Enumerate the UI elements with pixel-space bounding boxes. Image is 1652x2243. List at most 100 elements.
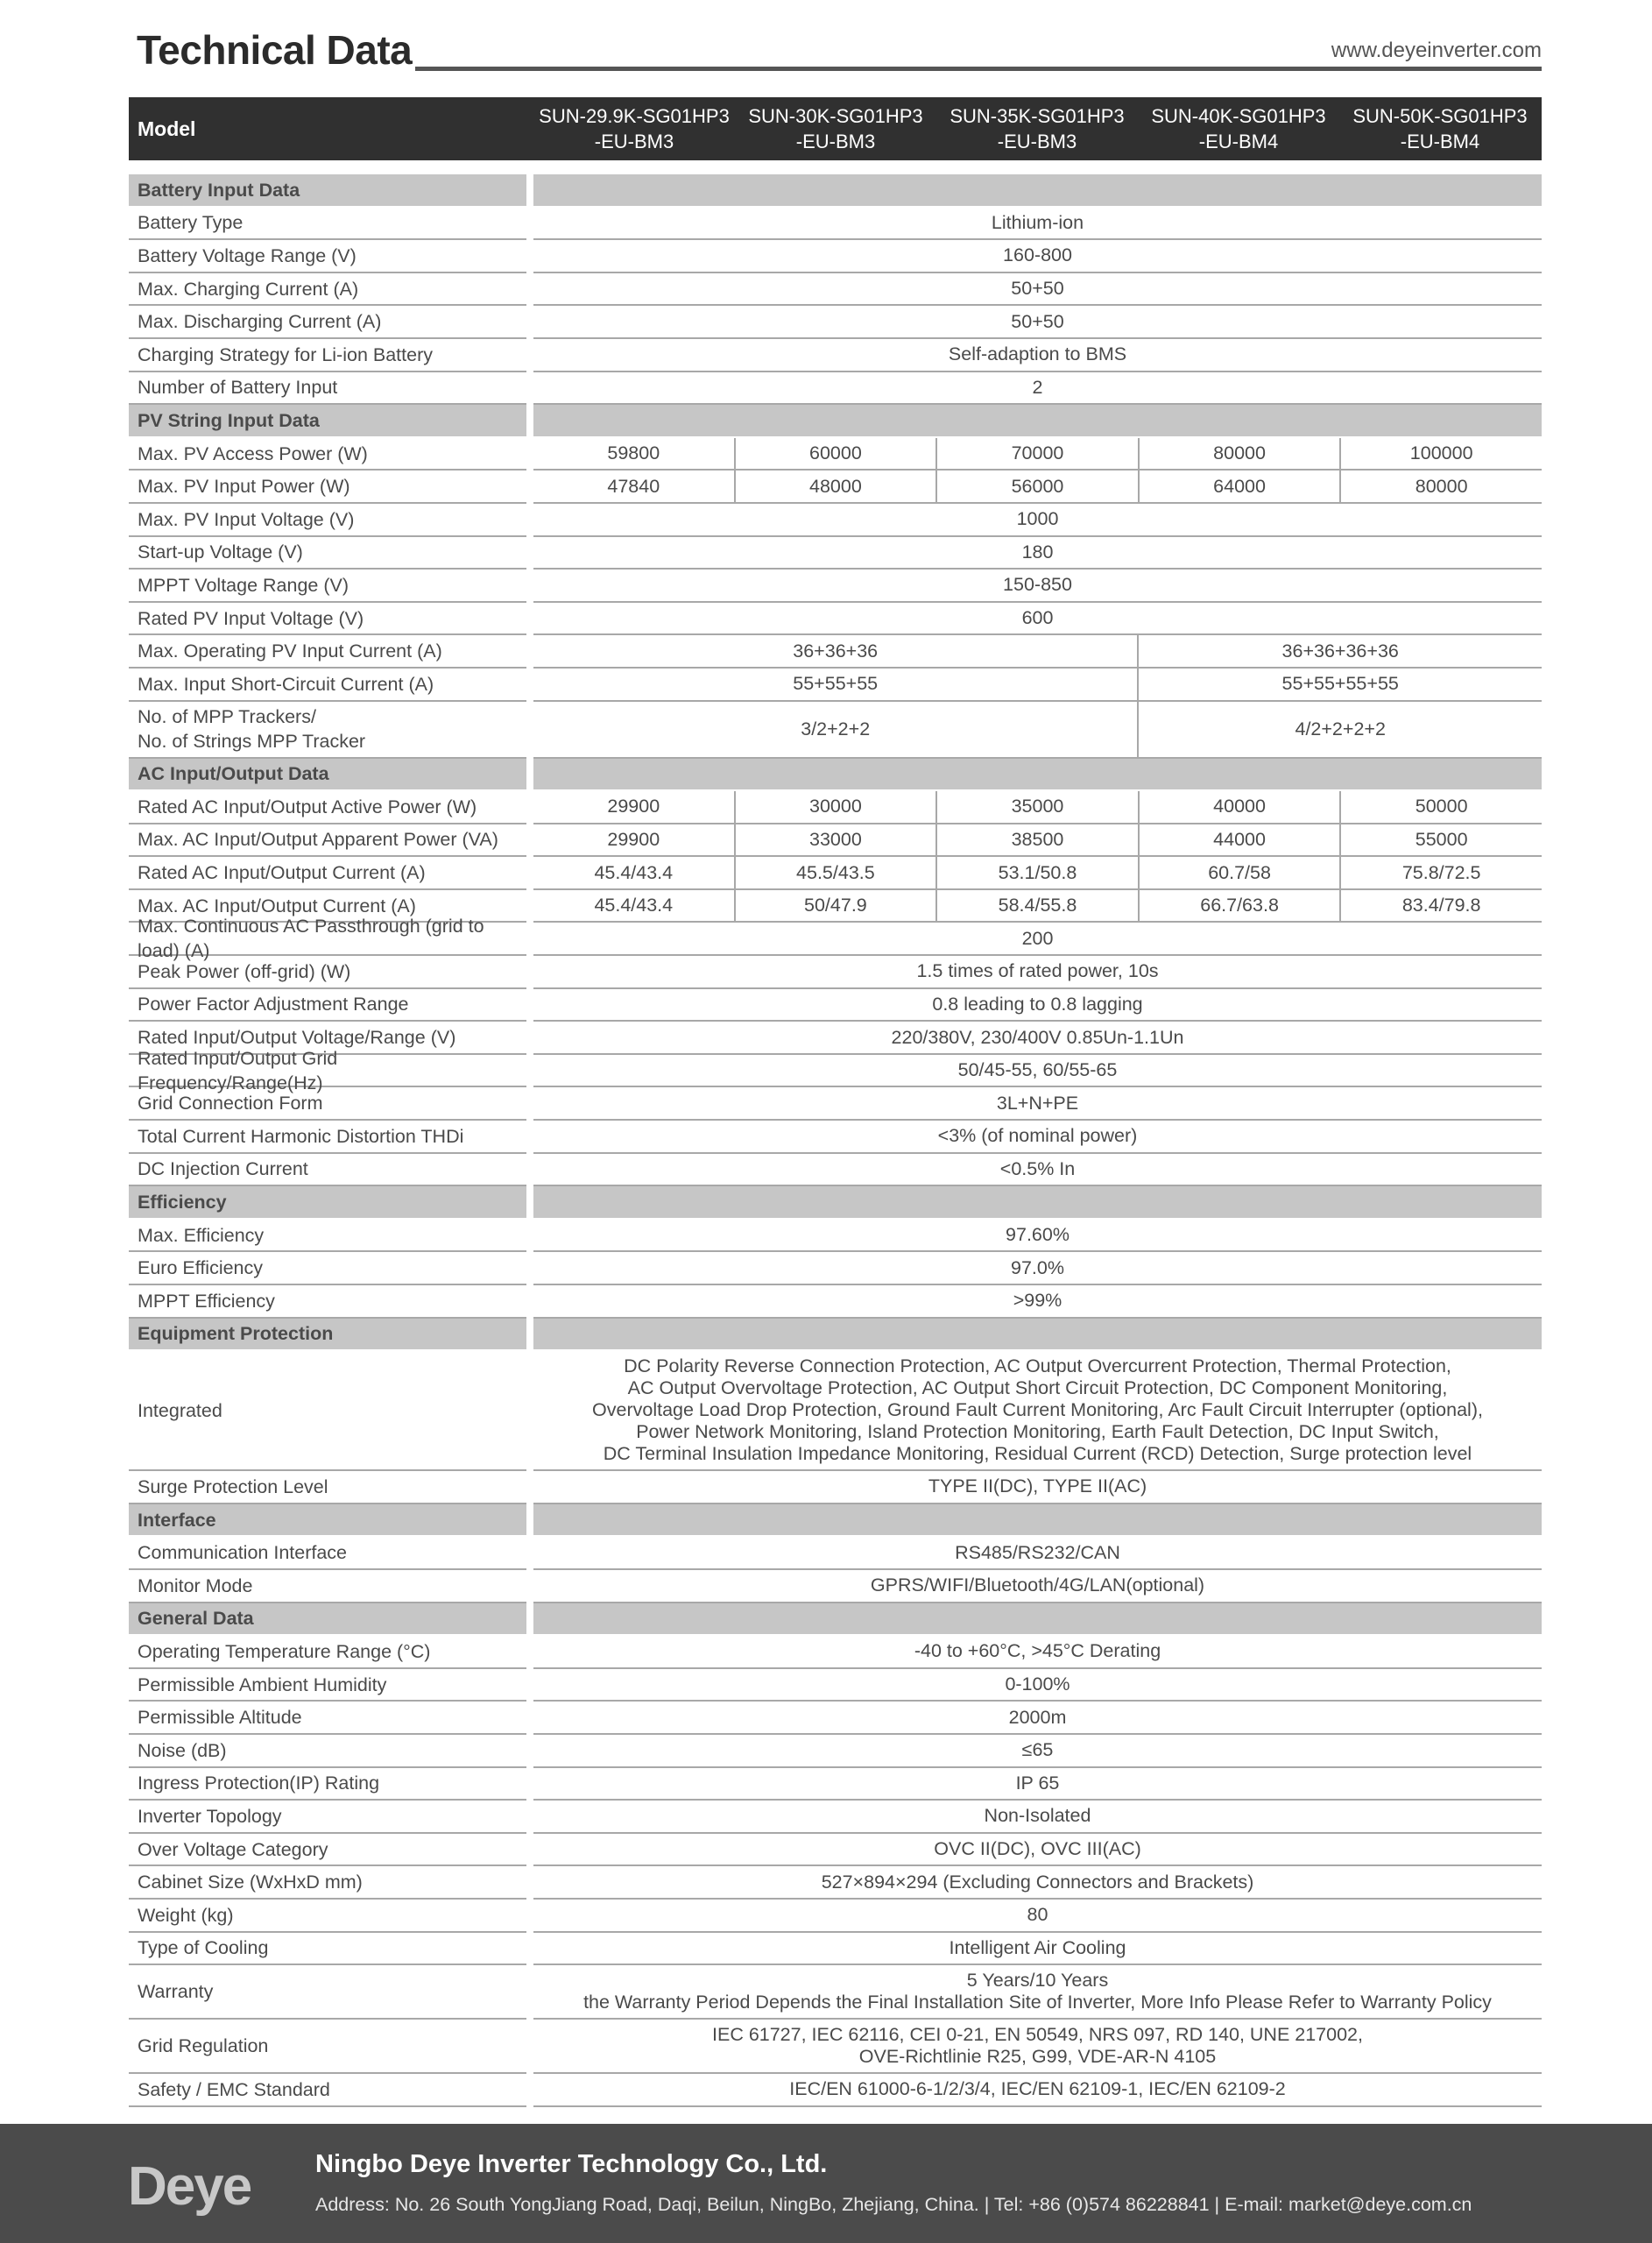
footer: Deye Ningbo Deye Inverter Technology Co.… bbox=[0, 2124, 1652, 2243]
deye-logo: Deye bbox=[128, 2156, 252, 2217]
spec-values: 97.0% bbox=[533, 1252, 1542, 1285]
column-gap bbox=[526, 1900, 533, 1933]
spec-value: 4/2+2+2+2 bbox=[1137, 701, 1542, 759]
column-gap bbox=[526, 1351, 533, 1471]
column-gap bbox=[526, 1866, 533, 1900]
website-link[interactable]: www.deyeinverter.com bbox=[1331, 39, 1542, 62]
spec-label: Max. Efficiency bbox=[129, 1220, 526, 1253]
column-gap bbox=[526, 339, 533, 372]
column-gap bbox=[526, 1669, 533, 1702]
spec-values: TYPE II(DC), TYPE II(AC) bbox=[533, 1471, 1542, 1504]
column-gap bbox=[526, 504, 533, 537]
column-gap bbox=[526, 1834, 533, 1867]
spec-value: 75.8/72.5 bbox=[1339, 857, 1542, 890]
spec-value: 97.0% bbox=[533, 1252, 1542, 1285]
spec-value: 3L+N+PE bbox=[533, 1087, 1542, 1122]
spec-value: 64000 bbox=[1137, 471, 1340, 504]
spec-row: Communication Interface RS485/RS232/CAN bbox=[129, 1537, 1542, 1570]
spec-value: 36+36+36 bbox=[533, 635, 1138, 669]
spec-value: 44000 bbox=[1137, 824, 1340, 858]
spec-label: Permissible Ambient Humidity bbox=[129, 1669, 526, 1702]
spec-value: >99% bbox=[533, 1285, 1542, 1319]
section-title: General Data bbox=[129, 1603, 526, 1637]
spec-label: DC Injection Current bbox=[129, 1154, 526, 1187]
spec-value: IP 65 bbox=[533, 1768, 1542, 1801]
spec-value: 2000m bbox=[533, 1702, 1542, 1735]
spec-value: 30000 bbox=[733, 791, 936, 824]
spec-label: Cabinet Size (WxHxD mm) bbox=[129, 1866, 526, 1900]
spec-value: 70000 bbox=[935, 437, 1138, 471]
spec-label: Rated AC Input/Output Current (A) bbox=[129, 857, 526, 890]
model-name: SUN-30K-SG01HP3 -EU-BM3 bbox=[748, 105, 923, 152]
spec-value: 55+55+55 bbox=[533, 669, 1138, 702]
section-header-row: Battery Input Data bbox=[129, 174, 1542, 208]
spec-value: 180 bbox=[533, 537, 1542, 570]
model-label: Model bbox=[138, 117, 196, 140]
spec-values: Intelligent Air Cooling bbox=[533, 1933, 1542, 1966]
spec-value: 45.4/43.4 bbox=[533, 890, 734, 923]
spec-value: 33000 bbox=[733, 824, 936, 858]
section-fill bbox=[533, 1603, 1542, 1637]
spec-label: Start-up Voltage (V) bbox=[129, 537, 526, 570]
spec-row: MPPT Efficiency >99% bbox=[129, 1285, 1542, 1319]
column-gap bbox=[526, 1933, 533, 1966]
column-gap bbox=[526, 956, 533, 989]
column-gap bbox=[526, 1570, 533, 1603]
company-address: Address: No. 26 South YongJiang Road, Da… bbox=[315, 2194, 1472, 2215]
column-gap bbox=[526, 1603, 533, 1637]
spec-label: Noise (dB) bbox=[129, 1735, 526, 1768]
model-name: SUN-40K-SG01HP3 -EU-BM4 bbox=[1151, 105, 1326, 152]
spec-value: 1000 bbox=[533, 504, 1542, 537]
model-name: SUN-29.9K-SG01HP3 -EU-BM3 bbox=[539, 105, 730, 152]
spec-value: 2 bbox=[533, 372, 1542, 406]
spec-value: 55000 bbox=[1339, 824, 1542, 858]
model-header-row: Model SUN-29.9K-SG01HP3 -EU-BM3 SUN-30K-… bbox=[129, 97, 1542, 160]
spec-values: 200 bbox=[533, 923, 1542, 957]
column-gap bbox=[526, 1636, 533, 1669]
spec-value: 36+36+36+36 bbox=[1137, 635, 1542, 669]
spec-value: 45.4/43.4 bbox=[533, 857, 734, 890]
spec-values: 5 Years/10 Years the Warranty Period Dep… bbox=[533, 1965, 1542, 2020]
spec-value: 160-800 bbox=[533, 240, 1542, 273]
spec-value: 55+55+55+55 bbox=[1137, 668, 1542, 702]
spec-values: 150-850 bbox=[533, 570, 1542, 603]
column-gap bbox=[526, 1055, 533, 1088]
spec-value: <3% (of nominal power) bbox=[533, 1121, 1542, 1154]
spec-row: Max. Charging Current (A) 50+50 bbox=[129, 273, 1542, 307]
spec-value: 38500 bbox=[935, 824, 1138, 858]
spec-values: 527×894×294 (Excluding Connectors and Br… bbox=[533, 1866, 1542, 1900]
section-header-row: Interface bbox=[129, 1504, 1542, 1538]
spec-value: <0.5% In bbox=[533, 1154, 1542, 1187]
column-gap bbox=[526, 1154, 533, 1187]
spec-value: 80 bbox=[533, 1900, 1542, 1933]
column-gap bbox=[526, 635, 533, 669]
spec-label: Monitor Mode bbox=[129, 1570, 526, 1603]
spec-label: No. of MPP Trackers/ No. of Strings MPP … bbox=[129, 702, 526, 759]
spec-label: Over Voltage Category bbox=[129, 1834, 526, 1867]
spec-label: MPPT Efficiency bbox=[129, 1285, 526, 1319]
column-gap bbox=[526, 273, 533, 307]
spec-value: -40 to +60°C, >45°C Derating bbox=[533, 1636, 1542, 1669]
spec-values: DC Polarity Reverse Connection Protectio… bbox=[533, 1351, 1542, 1472]
spec-row: Battery Voltage Range (V) 160-800 bbox=[129, 240, 1542, 273]
spec-values: 50+50 bbox=[533, 306, 1542, 339]
spec-row: Weight (kg) 80 bbox=[129, 1900, 1542, 1933]
spec-row: Integrated DC Polarity Reverse Connection… bbox=[129, 1351, 1542, 1472]
spec-label: Max. PV Input Power (W) bbox=[129, 471, 526, 504]
spec-value: 1.5 times of rated power, 10s bbox=[533, 956, 1542, 989]
spec-value: 80000 bbox=[1339, 471, 1542, 504]
section-header-row: Equipment Protection bbox=[129, 1318, 1542, 1352]
spec-row: DC Injection Current <0.5% In bbox=[129, 1154, 1542, 1187]
spec-row: Max. PV Access Power (W) 59800 60000 70000 8… bbox=[129, 437, 1542, 471]
spec-label: Battery Type bbox=[129, 208, 526, 241]
spec-row: Max. AC Input/Output Current (A) 45.4/43.… bbox=[129, 889, 1542, 923]
spec-row: Rated AC Input/Output Current (A) 45.4/43… bbox=[129, 857, 1542, 890]
spec-row: Monitor Mode GPRS/WIFI/Bluetooth/4G/LAN(o… bbox=[129, 1570, 1542, 1603]
spec-value: 66.7/63.8 bbox=[1137, 889, 1340, 923]
column-gap bbox=[526, 1220, 533, 1253]
spec-row: Warranty 5 Years/10 Years the Warranty Pe… bbox=[129, 1965, 1542, 2020]
spec-values: 1000 bbox=[533, 504, 1542, 537]
spec-row: Cabinet Size (WxHxD mm) 527×894×294 (Excl… bbox=[129, 1866, 1542, 1900]
spec-label: Max. PV Access Power (W) bbox=[129, 438, 526, 471]
spec-values: ≤65 bbox=[533, 1735, 1542, 1768]
